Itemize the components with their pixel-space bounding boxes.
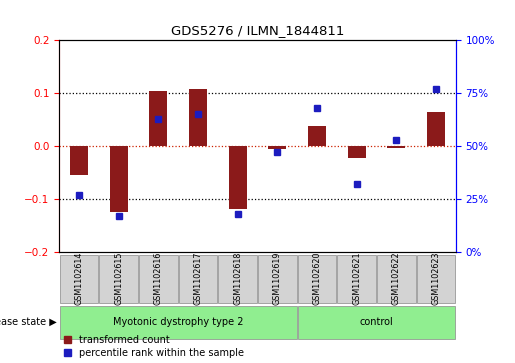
Text: disease state ▶: disease state ▶: [0, 317, 57, 327]
FancyBboxPatch shape: [417, 254, 455, 303]
Bar: [308, 126, 326, 146]
Bar: [149, 91, 167, 146]
FancyBboxPatch shape: [258, 254, 297, 303]
Text: GSM1102622: GSM1102622: [392, 252, 401, 305]
Text: GSM1102623: GSM1102623: [432, 252, 440, 305]
FancyBboxPatch shape: [337, 254, 376, 303]
Text: GSM1102620: GSM1102620: [313, 252, 321, 305]
Text: GSM1102614: GSM1102614: [75, 252, 83, 305]
Bar: [387, 146, 405, 148]
Text: GSM1102616: GSM1102616: [154, 252, 163, 305]
FancyBboxPatch shape: [60, 254, 98, 303]
FancyBboxPatch shape: [298, 254, 336, 303]
FancyBboxPatch shape: [60, 306, 297, 339]
Bar: [70, 146, 88, 175]
FancyBboxPatch shape: [139, 254, 178, 303]
Bar: [268, 146, 286, 149]
Legend: transformed count, percentile rank within the sample: transformed count, percentile rank withi…: [64, 335, 244, 358]
FancyBboxPatch shape: [377, 254, 416, 303]
Text: GSM1102619: GSM1102619: [273, 252, 282, 305]
Title: GDS5276 / ILMN_1844811: GDS5276 / ILMN_1844811: [171, 24, 344, 37]
Text: GSM1102615: GSM1102615: [114, 252, 123, 305]
Bar: [110, 146, 128, 212]
Bar: [189, 89, 207, 146]
Bar: [348, 146, 366, 158]
FancyBboxPatch shape: [99, 254, 138, 303]
Bar: [229, 146, 247, 209]
FancyBboxPatch shape: [298, 306, 455, 339]
Text: GSM1102617: GSM1102617: [194, 252, 202, 305]
Text: control: control: [359, 317, 393, 327]
Bar: [427, 111, 445, 146]
Text: Myotonic dystrophy type 2: Myotonic dystrophy type 2: [113, 317, 244, 327]
FancyBboxPatch shape: [179, 254, 217, 303]
Text: GSM1102618: GSM1102618: [233, 252, 242, 305]
Text: GSM1102621: GSM1102621: [352, 252, 361, 305]
FancyBboxPatch shape: [218, 254, 257, 303]
